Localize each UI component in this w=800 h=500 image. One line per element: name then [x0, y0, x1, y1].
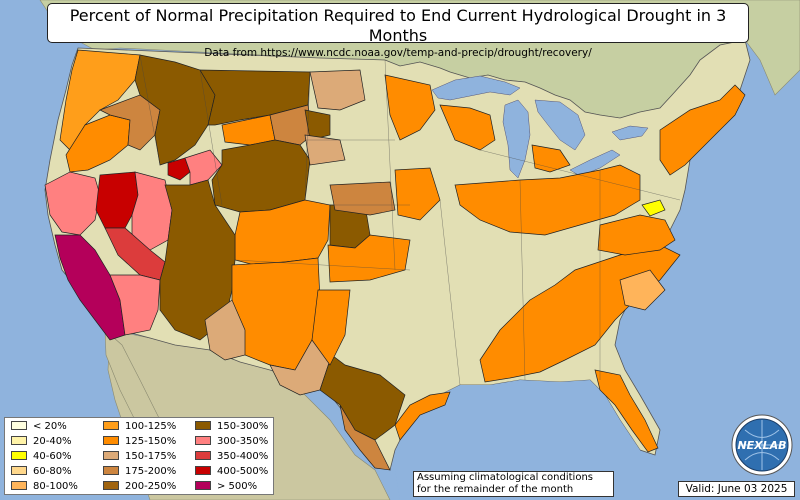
legend-swatch — [195, 436, 211, 445]
legend-item: 175-200% — [103, 466, 176, 478]
legend-swatch — [103, 421, 119, 430]
legend-item: 60-80% — [11, 466, 72, 478]
note-line-2: for the remainder of the month — [417, 484, 574, 495]
legend-swatch — [195, 421, 211, 430]
legend-swatch — [11, 421, 27, 430]
nexlab-logo-icon: NEXLAB — [731, 414, 793, 476]
drought-md-yellow — [641, 199, 666, 217]
legend: < 20% 20-40% 40-60% 60-80% 80-100% 100-1… — [4, 417, 274, 495]
drought-mn-orange — [384, 74, 436, 141]
drought-nca-300 — [44, 171, 101, 236]
legend-swatch — [195, 481, 211, 490]
drought-tx-coast — [394, 391, 451, 441]
legend-item: 20-40% — [11, 436, 72, 448]
legend-item: 80-100% — [11, 481, 78, 493]
legend-label: 150-175% — [125, 451, 177, 462]
drought-northeast-orange — [659, 84, 746, 176]
note-line-1: Assuming climatological conditions — [417, 472, 593, 483]
title-box: Percent of Normal Precipitation Required… — [47, 3, 749, 59]
legend-label: < 20% — [33, 421, 67, 432]
gulf-of-mexico — [395, 380, 650, 500]
legend-label: 60-80% — [33, 466, 72, 477]
drought-sd-250 — [304, 109, 331, 141]
legend-swatch — [103, 436, 119, 445]
drought-ok-tx-orange — [311, 289, 351, 366]
legend-item: 150-175% — [103, 451, 176, 463]
legend-swatch — [103, 481, 119, 490]
lake-superior — [431, 75, 521, 101]
drought-tx-175 — [339, 404, 391, 471]
drought-utah-red — [167, 157, 191, 181]
legend-item: < 20% — [11, 421, 67, 433]
assumption-note: Assuming climatological conditions for t… — [413, 471, 614, 497]
lake-huron — [534, 99, 586, 151]
drought-wyoming-250 — [211, 139, 311, 213]
legend-swatch — [11, 481, 27, 490]
legend-label: 80-100% — [33, 481, 78, 492]
drought-midwest-orange — [454, 164, 641, 236]
map-subtitle: Data from https://www.ncdc.noaa.gov/temp… — [204, 47, 592, 59]
drought-ks-175 — [329, 181, 396, 216]
drought-va-orange — [597, 214, 676, 256]
map-title: Percent of Normal Precipitation Required… — [69, 6, 727, 45]
legend-item: > 500% — [195, 481, 257, 493]
legend-item: 300-350% — [195, 436, 268, 448]
drought-iowa-orange — [394, 167, 441, 221]
lake-ontario — [611, 125, 649, 141]
legend-label: 300-350% — [217, 436, 269, 447]
valid-date: Valid: June 03 2025 — [678, 481, 795, 497]
legend-label: 350-400% — [217, 451, 269, 462]
legend-swatch — [195, 466, 211, 475]
drought-nevada-300 — [131, 171, 173, 251]
drought-florida-orange — [594, 369, 659, 453]
legend-label: 20-40% — [33, 436, 72, 447]
legend-item: 125-150% — [103, 436, 176, 448]
state-borders — [139, 54, 681, 386]
legend-label: 40-60% — [33, 451, 72, 462]
legend-item: 400-500% — [195, 466, 268, 478]
legend-item: 150-300% — [195, 421, 268, 433]
legend-item: 40-60% — [11, 451, 72, 463]
legend-item: 350-400% — [195, 451, 268, 463]
drought-cal-500 — [54, 234, 126, 341]
lake-michigan — [502, 99, 531, 179]
drought-ne-150 — [304, 134, 346, 166]
legend-label: 100-125% — [125, 421, 177, 432]
drought-nd-150 — [309, 69, 366, 111]
legend-label: 400-500% — [217, 466, 269, 477]
legend-swatch — [11, 436, 27, 445]
legend-swatch — [11, 451, 27, 460]
logo-text: NEXLAB — [737, 439, 786, 452]
drought-nc-light — [619, 269, 666, 311]
legend-label: 150-300% — [217, 421, 269, 432]
drought-wi-orange — [439, 104, 496, 151]
legend-swatch — [195, 451, 211, 460]
drought-nm-150 — [204, 299, 246, 361]
legend-swatch — [103, 451, 119, 460]
legend-label: 175-200% — [125, 466, 177, 477]
drought-ok-orange — [327, 234, 411, 283]
legend-label: 200-250% — [125, 481, 177, 492]
legend-swatch — [11, 466, 27, 475]
legend-label: > 500% — [217, 481, 258, 492]
drought-socal-300 — [109, 274, 161, 336]
legend-item: 200-250% — [103, 481, 176, 493]
legend-swatch — [103, 466, 119, 475]
legend-label: 125-150% — [125, 436, 177, 447]
legend-item: 100-125% — [103, 421, 176, 433]
